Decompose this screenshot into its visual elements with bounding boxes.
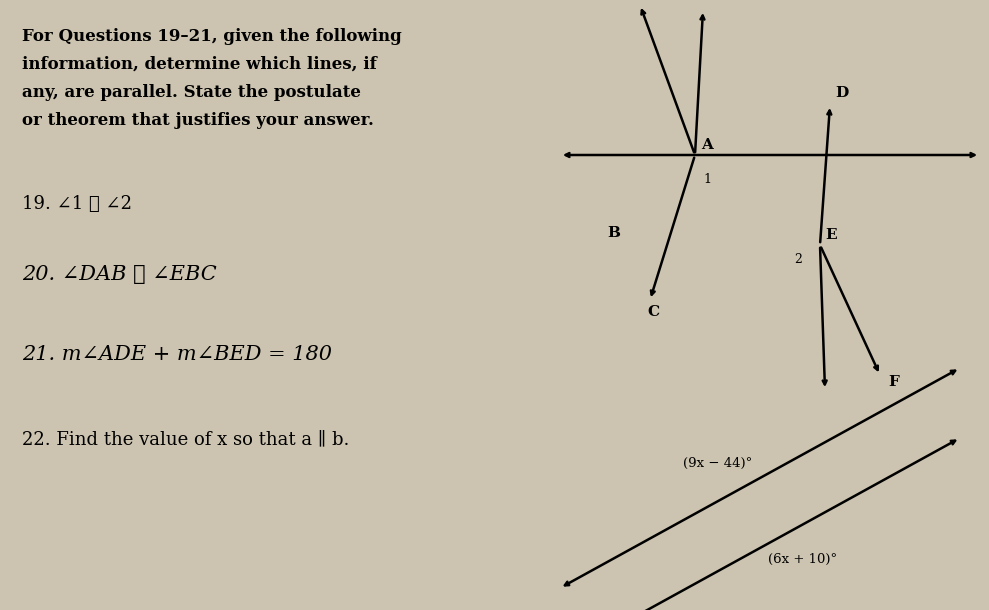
Text: any, are parallel. State the postulate: any, are parallel. State the postulate [22, 84, 361, 101]
Text: C: C [647, 305, 659, 319]
Text: D: D [835, 86, 849, 100]
Text: 21. m∠ADE + m∠BED = 180: 21. m∠ADE + m∠BED = 180 [22, 345, 332, 364]
Text: (9x − 44)°: (9x − 44)° [682, 457, 752, 470]
Text: 2: 2 [794, 253, 802, 266]
Text: 1: 1 [703, 173, 711, 186]
Text: 20. ∠DAB ≅ ∠EBC: 20. ∠DAB ≅ ∠EBC [22, 265, 217, 284]
Text: or theorem that justifies your answer.: or theorem that justifies your answer. [22, 112, 374, 129]
Text: information, determine which lines, if: information, determine which lines, if [22, 56, 377, 73]
Text: A: A [701, 138, 713, 152]
Text: 22. Find the value of x so that a ∥ b.: 22. Find the value of x so that a ∥ b. [22, 430, 349, 448]
Text: F: F [888, 375, 899, 389]
Text: (6x + 10)°: (6x + 10)° [768, 553, 837, 566]
Text: 19. ∠1 ≅ ∠2: 19. ∠1 ≅ ∠2 [22, 195, 132, 213]
Text: For Questions 19–21, given the following: For Questions 19–21, given the following [22, 28, 402, 45]
Text: B: B [607, 226, 620, 240]
Text: E: E [825, 228, 837, 242]
